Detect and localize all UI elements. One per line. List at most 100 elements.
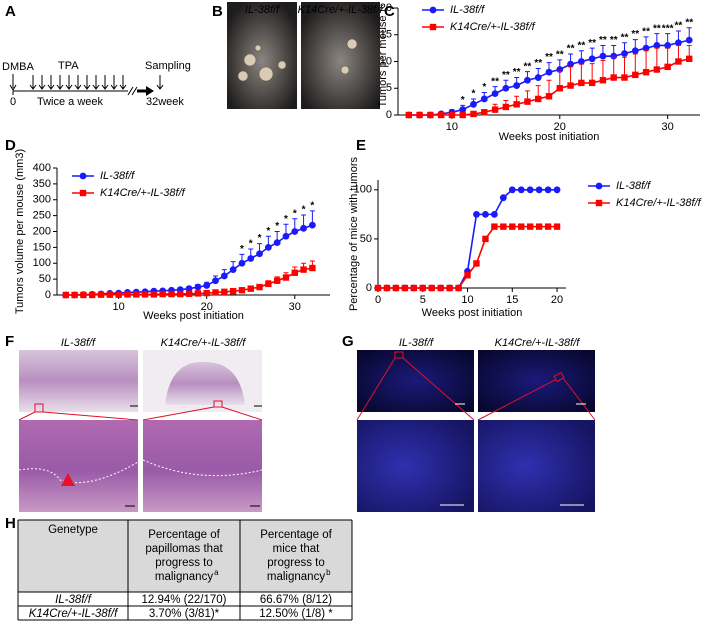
header-text: malignancy bbox=[155, 571, 213, 583]
marker bbox=[238, 259, 246, 267]
marker bbox=[599, 77, 607, 84]
arrow-head bbox=[9, 84, 17, 91]
marker bbox=[282, 274, 290, 281]
image bbox=[143, 420, 262, 512]
legend-label: K14Cre/+-IL-38f/f bbox=[100, 187, 186, 199]
marker bbox=[392, 284, 400, 292]
legend-marker bbox=[429, 23, 437, 31]
legend-marker bbox=[79, 172, 87, 180]
panel-label: B bbox=[212, 3, 223, 20]
marker bbox=[446, 284, 453, 292]
panel-label: E bbox=[356, 137, 366, 154]
marker bbox=[194, 283, 202, 291]
cell-text: 12.50% (1/8) * bbox=[259, 608, 333, 620]
image-label: K14Cre/+-IL-38f/f bbox=[495, 337, 581, 349]
marker bbox=[124, 291, 131, 298]
y-tick-label: 0 bbox=[386, 109, 392, 121]
marker bbox=[62, 291, 70, 299]
significance-label: ** bbox=[621, 32, 629, 43]
marker bbox=[502, 103, 510, 111]
marker bbox=[553, 223, 561, 230]
marker bbox=[480, 95, 488, 103]
significance-label: ** bbox=[653, 23, 661, 34]
marker bbox=[545, 93, 553, 100]
marker bbox=[428, 284, 435, 292]
y-tick-label: 200 bbox=[33, 225, 51, 237]
marker bbox=[229, 266, 237, 273]
header-text: malignancy bbox=[267, 571, 325, 583]
marker bbox=[513, 82, 521, 89]
y-tick-label: 300 bbox=[33, 194, 51, 206]
marker bbox=[177, 290, 184, 298]
marker bbox=[556, 85, 563, 92]
significance-label: ** bbox=[556, 50, 564, 61]
significance-label: * bbox=[310, 201, 314, 212]
marker bbox=[578, 79, 585, 87]
significance-label: ** bbox=[491, 76, 499, 87]
error-bar bbox=[654, 47, 660, 70]
marker bbox=[410, 284, 418, 292]
chart: 0 50 100 150 200 250 300 350 400 10 20 30 Weeks post… bbox=[14, 149, 330, 322]
marker bbox=[185, 285, 193, 293]
y-tick-label: 10 bbox=[380, 55, 392, 67]
image bbox=[357, 420, 474, 512]
significance-label: ** bbox=[513, 67, 521, 78]
legend-marker bbox=[595, 182, 603, 190]
marker bbox=[544, 186, 552, 194]
y-tick-label: 0 bbox=[45, 289, 51, 301]
image bbox=[478, 350, 595, 412]
marker bbox=[513, 101, 520, 108]
header-text: Percentage of bbox=[260, 529, 332, 541]
marker bbox=[459, 111, 466, 119]
marker bbox=[308, 221, 316, 229]
y-tick-label: 5 bbox=[386, 82, 392, 94]
axis-break bbox=[127, 86, 138, 96]
marker bbox=[264, 243, 272, 251]
marker bbox=[610, 74, 617, 81]
marker bbox=[115, 291, 122, 298]
y-tick-label: 100 bbox=[354, 184, 372, 196]
y-tick-label: 350 bbox=[33, 178, 51, 190]
chart: 0 5 10 15 20 10 20 30 Weeks post initiation Tumor… bbox=[377, 2, 700, 143]
x-tick-label: 20 bbox=[554, 121, 566, 133]
x-tick-label: 5 bbox=[420, 294, 426, 306]
marker bbox=[416, 111, 423, 119]
significance-label: * bbox=[266, 226, 270, 237]
significance-label: * bbox=[284, 214, 288, 225]
timeline-label: 0 bbox=[10, 96, 16, 108]
y-tick-label: 20 bbox=[380, 2, 392, 14]
marker bbox=[273, 277, 281, 284]
marker bbox=[664, 63, 671, 71]
marker bbox=[89, 291, 96, 299]
y-tick-label: 400 bbox=[33, 162, 51, 174]
zoom-box bbox=[213, 400, 223, 408]
timeline-label: Sampling bbox=[145, 60, 191, 72]
marker bbox=[534, 74, 542, 81]
marker bbox=[80, 291, 87, 299]
marker bbox=[273, 239, 281, 247]
marker bbox=[535, 223, 543, 230]
marker bbox=[491, 106, 499, 113]
marker bbox=[427, 111, 434, 119]
marker bbox=[437, 111, 445, 119]
marker bbox=[229, 287, 237, 295]
error-bar bbox=[622, 56, 627, 78]
marker bbox=[238, 287, 246, 294]
marker bbox=[437, 284, 444, 292]
marker bbox=[490, 210, 498, 218]
header-text: progress to bbox=[267, 557, 325, 569]
marker bbox=[256, 283, 263, 291]
marker bbox=[621, 74, 628, 81]
legend-label: IL-38f/f bbox=[616, 180, 651, 192]
marker bbox=[664, 42, 672, 49]
marker bbox=[642, 44, 650, 52]
marker bbox=[518, 223, 525, 230]
y-tick-label: 50 bbox=[360, 233, 372, 245]
marker bbox=[675, 39, 682, 47]
x-axis-label: Weeks post initiation bbox=[143, 310, 244, 322]
x-tick-label: 10 bbox=[461, 294, 473, 306]
marker bbox=[265, 280, 272, 288]
significance-label: ** bbox=[545, 52, 553, 63]
marker bbox=[470, 110, 477, 118]
error-bar bbox=[632, 53, 638, 75]
